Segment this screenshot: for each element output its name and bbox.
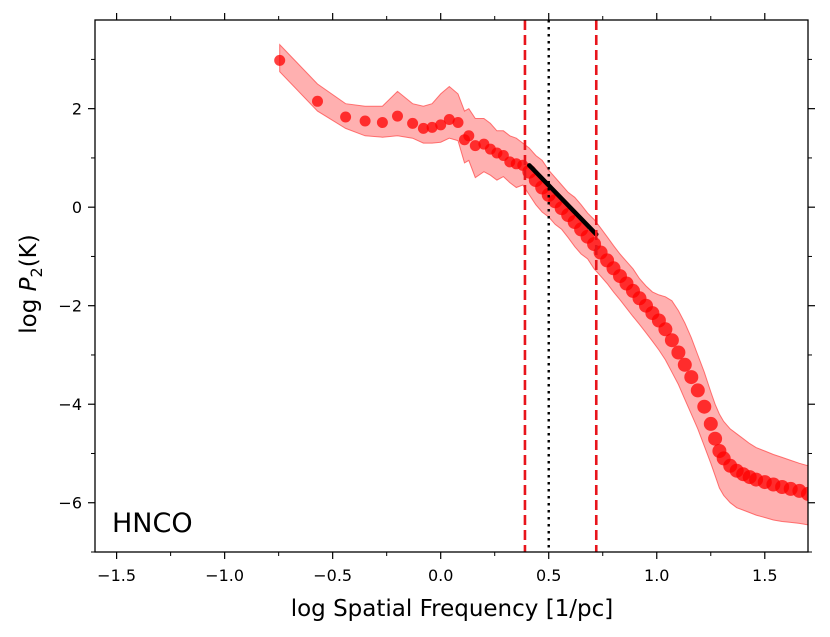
x-axis-title: log Spatial Frequency [1/pc] (291, 596, 614, 622)
data-point (340, 111, 352, 123)
x-tick-label: −1.5 (97, 566, 136, 585)
x-tick-label: −1.0 (205, 566, 244, 585)
x-tick-label: 1.0 (644, 566, 669, 585)
data-point (443, 114, 455, 125)
data-point (690, 383, 705, 398)
data-point (376, 117, 388, 128)
data-point (407, 117, 419, 129)
data-point (677, 357, 692, 372)
data-point (684, 370, 699, 385)
data-point (452, 117, 464, 128)
uncertainty-band-group (279, 43, 808, 526)
data-point (671, 345, 686, 360)
uncertainty-band (279, 43, 808, 526)
y-axis-title-suffix: (K) (16, 234, 42, 267)
y-tick-label: 2 (72, 100, 82, 119)
data-point (392, 110, 403, 122)
y-tick-label: −4 (58, 395, 82, 414)
data-point (426, 121, 438, 133)
x-tick-label: −0.5 (313, 566, 352, 585)
y-axis-title: log P2(K) (16, 234, 46, 333)
data-point (463, 130, 475, 142)
y-tick-label: 0 (72, 198, 82, 217)
fit-line-group (527, 163, 599, 237)
y-axis-title-prefix: log (16, 291, 42, 333)
data-point (274, 54, 286, 66)
data-point (417, 122, 429, 134)
axes-group: −1.5 −1.0 −0.5 0.0 0.5 1.0 1.5 −6 −4 −2 0 2 (58, 13, 815, 585)
data-point (697, 399, 712, 414)
y-axis-title-symbol: P (16, 277, 42, 291)
y-tick-label: −6 (58, 494, 82, 513)
x-tick-label: 1.5 (752, 566, 777, 585)
data-point (664, 333, 679, 348)
data-point (658, 322, 673, 337)
data-point (708, 431, 723, 446)
data-point (801, 486, 808, 501)
x-tick-label: 0.0 (428, 566, 453, 585)
data-point (312, 95, 323, 107)
y-axis-title-subscript: 2 (27, 267, 46, 277)
vertical-lines-group (523, 20, 598, 552)
species-annotation: HNCO (112, 508, 193, 539)
data-point (359, 115, 371, 127)
data-point (703, 416, 718, 431)
fit-line (527, 163, 599, 237)
data-point (469, 140, 481, 152)
data-point (435, 119, 447, 131)
y-tick-label: −2 (58, 297, 82, 316)
plot-frame (94, 19, 809, 553)
x-tick-label: 0.5 (536, 566, 561, 585)
